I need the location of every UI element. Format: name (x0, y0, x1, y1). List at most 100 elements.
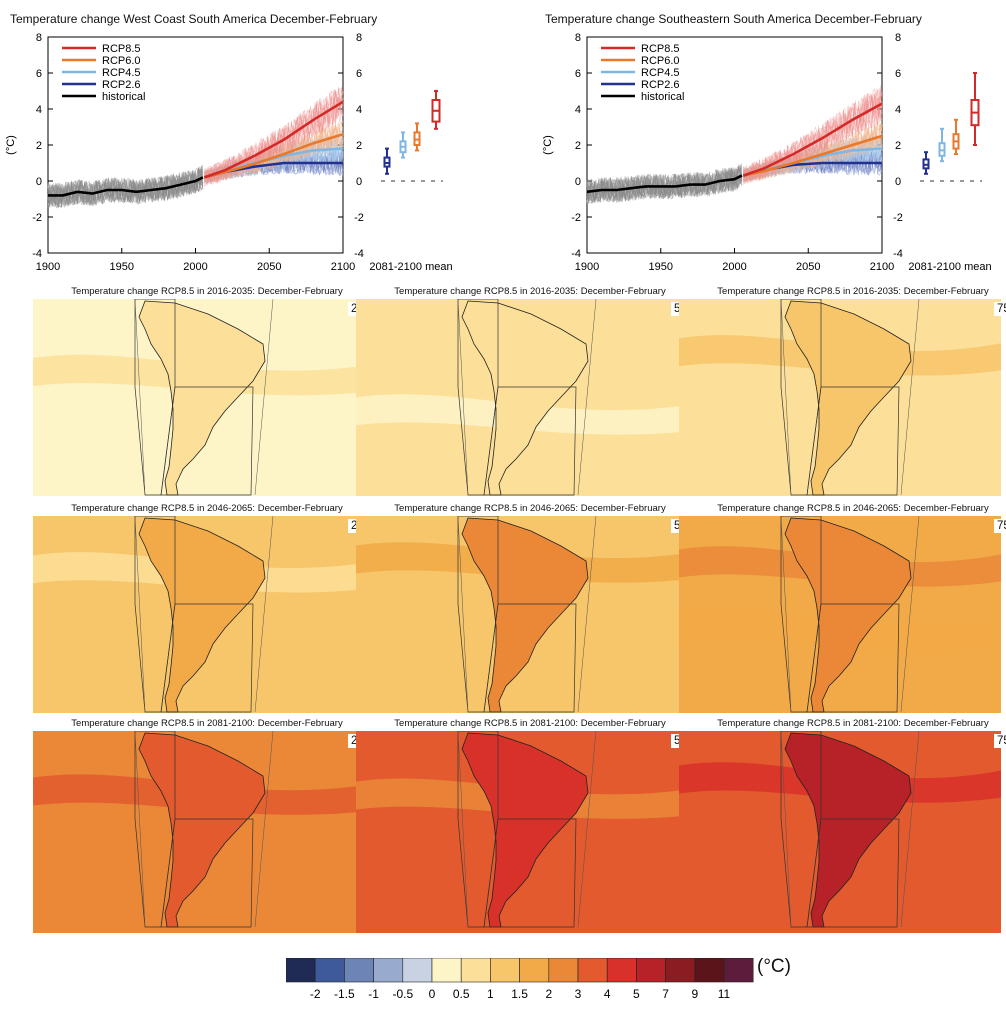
map-panel: Temperature change RCP8.5 in 2046-2065: … (33, 503, 381, 713)
map-title: Temperature change RCP8.5 in 2046-2065: … (717, 503, 989, 514)
region-box-southeastern (806, 386, 900, 496)
colorbar-swatch (314, 958, 345, 983)
x-tick-label: 2000 (722, 261, 746, 273)
y-tick-label: -2 (354, 212, 364, 224)
map-panel: Temperature change RCP8.5 in 2046-2065: … (356, 503, 704, 713)
map-title: Temperature change RCP8.5 in 2081-2100: … (394, 718, 666, 729)
series-line-historical (48, 176, 204, 197)
ensemble-member-rcp85 (743, 90, 883, 181)
x-tick-label: 2050 (796, 261, 820, 273)
ensemble-member-rcp85 (743, 93, 883, 183)
region-box-southeastern (160, 603, 254, 713)
ensemble-member-historical (586, 164, 743, 203)
continent-outline (784, 517, 912, 713)
map-image (356, 299, 704, 496)
map-title: Temperature change RCP8.5 in 2046-2065: … (394, 503, 666, 514)
map-boundary (457, 516, 597, 713)
x-tick-label: 1950 (649, 261, 673, 273)
continent-outline (784, 300, 912, 496)
y-tick-label: -2 (893, 212, 903, 224)
region-box-southeastern (160, 386, 254, 496)
y-tick-label: 4 (36, 104, 42, 116)
map-boundary (134, 731, 274, 928)
y-tick-label: 8 (36, 32, 42, 44)
colorbar-swatch (460, 958, 491, 983)
colorbar-tick-label: 4 (604, 987, 611, 1001)
series-line-rcp85 (203, 100, 344, 179)
y-tick-label: 8 (575, 32, 581, 44)
x-tick-label: 2000 (183, 261, 207, 273)
colorbar-swatch (286, 958, 316, 983)
map-image (33, 516, 381, 713)
series-line-rcp60 (203, 132, 344, 179)
map-panel: Temperature change RCP8.5 in 2016-2035: … (33, 286, 381, 496)
legend-label: RCP6.0 (641, 55, 680, 67)
map-title: Temperature change RCP8.5 in 2081-2100: … (71, 718, 343, 729)
y-tick-label: 8 (356, 32, 362, 44)
y-tick-label: 0 (36, 176, 42, 188)
y-tick-label: 8 (895, 32, 901, 44)
x-tick-label: 1950 (110, 261, 134, 273)
y-tick-label: -4 (32, 248, 42, 260)
colorbar-tick-label: 2 (545, 987, 552, 1001)
continent-outline (138, 517, 266, 713)
y-tick-label: 2 (575, 140, 581, 152)
map-image (679, 299, 1001, 496)
colorbar-tick-label: -2 (310, 987, 321, 1001)
map-title: Temperature change RCP8.5 in 2046-2065: … (71, 503, 343, 514)
map-title: Temperature change RCP8.5 in 2016-2035: … (71, 286, 343, 297)
legend-label: historical (102, 91, 145, 103)
y-tick-label: 0 (895, 176, 901, 188)
colorbar-tick-label: -1 (368, 987, 379, 1001)
x-tick-label: 1900 (36, 261, 60, 273)
map-boundary (134, 516, 274, 713)
mean-label: 2081-2100 mean (369, 261, 452, 273)
map-image (679, 731, 1001, 933)
map-boundary (780, 516, 920, 713)
region-box-southeastern (806, 603, 900, 713)
y-tick-label: 2 (36, 140, 42, 152)
y-tick-label: -4 (571, 248, 581, 260)
y-axis-label: (°C) (542, 135, 554, 155)
map-panel: Temperature change RCP8.5 in 2016-2035: … (356, 286, 704, 496)
ensemble-member-historical (47, 166, 204, 208)
map-panel: Temperature change RCP8.5 in 2081-2100: … (679, 718, 1006, 933)
colorbar-tick-label: 7 (662, 987, 669, 1001)
series-line-rcp85 (742, 102, 883, 177)
y-tick-label: 4 (895, 104, 901, 116)
timeseries-panel-west-coast: Temperature change West Coast South Amer… (0, 0, 503, 280)
percentile-label: 75% (993, 734, 1006, 748)
continent-outline (461, 732, 589, 928)
map-panel: Temperature change RCP8.5 in 2081-2100: … (356, 718, 704, 933)
map-title: Temperature change RCP8.5 in 2016-2035: … (717, 286, 989, 297)
colorbar-swatch (606, 958, 637, 983)
x-tick-label: 1900 (575, 261, 599, 273)
colorbar-swatch (490, 958, 520, 983)
colorbar-swatch (577, 958, 608, 983)
y-tick-label: -2 (32, 212, 42, 224)
legend-label: historical (641, 91, 684, 103)
continent-outline (461, 300, 589, 496)
colorbar-swatch (402, 958, 433, 983)
legend-label: RCP4.5 (102, 67, 141, 79)
x-tick-label: 2050 (257, 261, 281, 273)
mean-label: 2081-2100 mean (908, 261, 991, 273)
map-title: Temperature change RCP8.5 in 2081-2100: … (717, 718, 989, 729)
colorbar-swatch (665, 958, 696, 983)
timeseries-title: Temperature change West Coast South Amer… (10, 12, 378, 26)
y-tick-label: 4 (575, 104, 581, 116)
map-boundary (457, 299, 597, 496)
y-tick-label: -4 (354, 248, 364, 260)
y-tick-label: 2 (356, 140, 362, 152)
continent-outline (784, 732, 912, 928)
percentile-label: 75% (993, 302, 1006, 316)
colorbar-swatch (431, 958, 462, 983)
map-title: Temperature change RCP8.5 in 2016-2035: … (394, 286, 666, 297)
region-box-southeastern (806, 818, 900, 928)
map-panel: Temperature change RCP8.5 in 2046-2065: … (679, 503, 1006, 713)
colorbar-tick-label: 1 (487, 987, 494, 1001)
region-box-southeastern (483, 386, 577, 496)
map-image (356, 731, 704, 933)
legend-label: RCP8.5 (641, 43, 680, 55)
